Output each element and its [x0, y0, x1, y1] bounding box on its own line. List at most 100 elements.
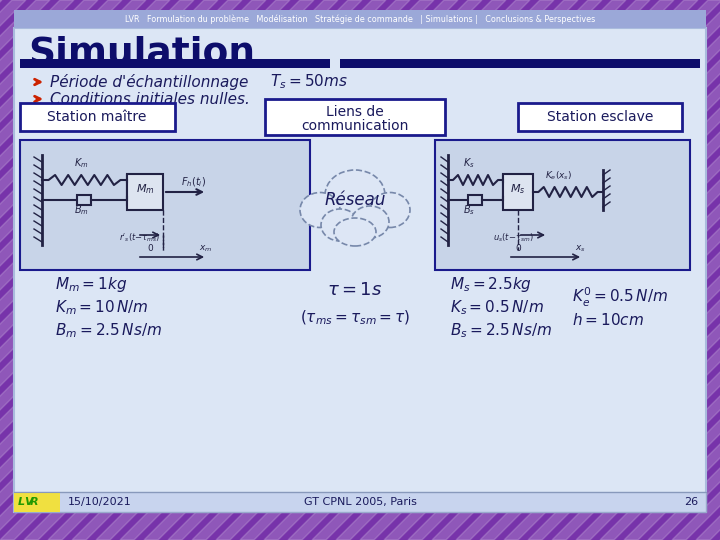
- Text: $x_m$: $x_m$: [199, 244, 212, 254]
- Text: $K_s$: $K_s$: [463, 156, 474, 170]
- Text: $u_s(t{-}\tau_{sm})$: $u_s(t{-}\tau_{sm})$: [493, 231, 534, 244]
- Ellipse shape: [325, 170, 385, 220]
- Text: 26: 26: [684, 497, 698, 507]
- Polygon shape: [240, 0, 720, 540]
- Ellipse shape: [370, 192, 410, 227]
- Text: V: V: [24, 497, 32, 507]
- Bar: [20, 140, 310, 270]
- Polygon shape: [0, 0, 194, 540]
- Bar: [14, 492, 60, 512]
- Text: $K_e(x_s)$: $K_e(x_s)$: [545, 169, 572, 181]
- Polygon shape: [480, 0, 720, 540]
- Bar: [14, 28, 706, 512]
- Bar: [435, 140, 690, 270]
- Text: Réseau: Réseau: [324, 191, 386, 209]
- Text: $B_s = 2.5\,Ns/m$: $B_s = 2.5\,Ns/m$: [450, 322, 552, 340]
- Polygon shape: [0, 0, 50, 540]
- Polygon shape: [576, 0, 720, 540]
- Polygon shape: [0, 0, 410, 540]
- Text: $r'_s(t{-}\tau_{ms})$: $r'_s(t{-}\tau_{ms})$: [119, 231, 161, 244]
- Text: $K^0_e = 0.5\,N/m$: $K^0_e = 0.5\,N/m$: [572, 286, 668, 308]
- Ellipse shape: [321, 209, 359, 241]
- Polygon shape: [0, 0, 506, 540]
- Text: Station maître: Station maître: [48, 110, 147, 124]
- Polygon shape: [528, 0, 720, 540]
- Bar: [14, 10, 706, 28]
- Text: $K_s = 0.5\,N/m$: $K_s = 0.5\,N/m$: [450, 299, 544, 318]
- Bar: [20, 103, 175, 131]
- Text: $M_m$: $M_m$: [135, 182, 154, 196]
- Polygon shape: [0, 0, 218, 540]
- Polygon shape: [336, 0, 720, 540]
- Polygon shape: [120, 0, 674, 540]
- Polygon shape: [552, 0, 720, 540]
- Bar: [265, 99, 445, 135]
- Polygon shape: [0, 0, 290, 540]
- Bar: [468, 195, 482, 205]
- Polygon shape: [168, 0, 720, 540]
- Polygon shape: [0, 0, 530, 540]
- Text: $K_m$: $K_m$: [74, 156, 89, 170]
- Polygon shape: [0, 0, 266, 540]
- Ellipse shape: [351, 206, 389, 238]
- Bar: [518, 103, 682, 131]
- Text: Liens de: Liens de: [326, 105, 384, 119]
- Polygon shape: [0, 0, 98, 540]
- Text: Simulation: Simulation: [28, 35, 255, 71]
- Text: $B_m = 2.5\,Ns/m$: $B_m = 2.5\,Ns/m$: [55, 322, 162, 340]
- Text: $B_s$: $B_s$: [463, 203, 475, 217]
- Polygon shape: [0, 0, 338, 540]
- Text: GT CPNL 2005, Paris: GT CPNL 2005, Paris: [304, 497, 416, 507]
- Bar: [340, 59, 700, 68]
- Polygon shape: [600, 0, 720, 540]
- Text: $\tau = 1s$: $\tau = 1s$: [328, 281, 383, 299]
- Polygon shape: [0, 0, 314, 540]
- Text: $x_s$: $x_s$: [575, 244, 586, 254]
- Polygon shape: [408, 0, 720, 540]
- Polygon shape: [72, 0, 626, 540]
- Text: $M_s = 2.5kg$: $M_s = 2.5kg$: [450, 275, 532, 294]
- Bar: [14, 492, 706, 512]
- Polygon shape: [0, 0, 482, 540]
- Polygon shape: [0, 0, 74, 540]
- Polygon shape: [0, 0, 554, 540]
- Text: 15/10/2021: 15/10/2021: [68, 497, 132, 507]
- Text: $F_h(t_i)$: $F_h(t_i)$: [181, 175, 206, 189]
- Bar: [127, 174, 163, 210]
- Polygon shape: [96, 0, 650, 540]
- Text: L: L: [18, 497, 25, 507]
- Polygon shape: [0, 0, 170, 540]
- Polygon shape: [696, 0, 720, 540]
- Text: $h = 10cm$: $h = 10cm$: [572, 312, 644, 328]
- Text: $M_s$: $M_s$: [510, 182, 526, 196]
- Text: Station esclave: Station esclave: [546, 110, 653, 124]
- Polygon shape: [24, 0, 578, 540]
- Text: R: R: [30, 497, 39, 507]
- Ellipse shape: [334, 218, 376, 246]
- Text: $0$: $0$: [515, 242, 522, 253]
- Polygon shape: [216, 0, 720, 540]
- Polygon shape: [384, 0, 720, 540]
- Polygon shape: [0, 0, 26, 540]
- Text: $M_m = 1kg$: $M_m = 1kg$: [55, 275, 127, 294]
- Text: $K_m = 10\,N/m$: $K_m = 10\,N/m$: [55, 299, 149, 318]
- Bar: [503, 174, 533, 210]
- Polygon shape: [456, 0, 720, 540]
- Text: $0$: $0$: [147, 242, 154, 253]
- Polygon shape: [288, 0, 720, 540]
- Bar: [20, 59, 330, 68]
- Polygon shape: [0, 0, 458, 540]
- Polygon shape: [504, 0, 720, 540]
- Text: $T_s = 50ms$: $T_s = 50ms$: [270, 73, 348, 91]
- Polygon shape: [432, 0, 720, 540]
- Text: LVR   Formulation du problème   Modélisation   Stratégie de commande   | Simulat: LVR Formulation du problème Modélisation…: [125, 14, 595, 24]
- Polygon shape: [0, 0, 386, 540]
- Polygon shape: [312, 0, 720, 540]
- Polygon shape: [192, 0, 720, 540]
- Polygon shape: [0, 0, 434, 540]
- Polygon shape: [0, 0, 242, 540]
- Polygon shape: [48, 0, 602, 540]
- Ellipse shape: [300, 192, 340, 227]
- Polygon shape: [360, 0, 720, 540]
- Text: Période d'échantillonnage: Période d'échantillonnage: [50, 74, 248, 90]
